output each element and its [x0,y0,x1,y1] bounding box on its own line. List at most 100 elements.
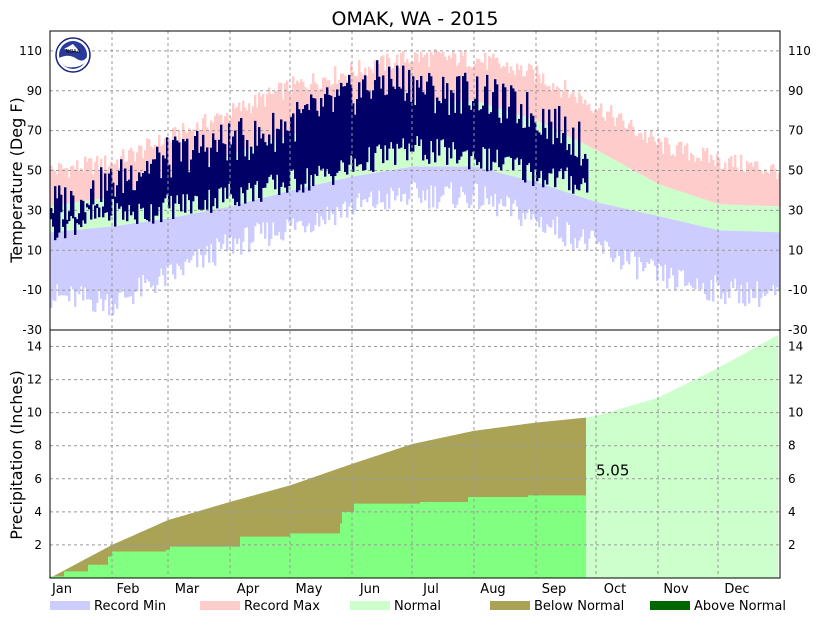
record-min-bar [766,231,769,294]
record-max-bar [418,62,421,101]
normal-bar [726,204,729,231]
daily-temperature-bar [474,98,477,160]
daily-temperature-bar [338,95,341,171]
daily-temperature-bar [534,122,537,170]
record-min-bar [242,203,245,242]
record-max-bar [122,149,125,194]
record-min-bar [540,183,543,217]
record-min-bar [510,175,513,217]
record-min-bar [88,228,91,300]
daily-temperature-bar [296,101,299,193]
daily-temperature-bar [58,185,61,233]
daily-temperature-bar [360,97,363,165]
daily-temperature-bar [436,97,439,140]
record-min-bar [370,173,373,192]
record-min-bar [270,195,273,239]
record-max-bar [422,57,425,101]
daily-temperature-bar [214,139,217,199]
record-max-bar [600,103,603,153]
daily-temperature-bar [204,151,207,200]
record-min-bar [296,189,299,223]
record-max-bar [286,80,289,136]
daily-temperature-bar [154,159,157,216]
record-max-bar [82,171,85,202]
normal-bar [670,188,673,220]
month-tick-label: Apr [237,582,260,597]
record-min-bar [488,170,491,205]
record-min-bar [514,176,517,200]
record-min-bar [62,231,65,296]
record-min-bar [72,230,75,290]
normal-bar [718,204,721,231]
daily-temperature-bar [114,196,117,227]
record-min-bar [164,218,167,287]
daily-temperature-bar [584,153,587,183]
record-min-bar [406,167,409,205]
record-min-bar [298,188,301,222]
normal-bar [606,156,609,205]
record-max-bar [360,72,363,117]
record-min-bar [142,222,145,275]
daily-temperature-bar [572,127,575,194]
record-min-bar [238,204,241,239]
month-tick-label: Feb [116,582,139,597]
daily-temperature-bar [314,98,317,175]
daily-temperature-bar [246,139,249,190]
record-max-bar [740,154,743,206]
daily-temperature-bar [108,173,111,221]
daily-temperature-bar [468,105,471,170]
normal-bar [774,206,777,233]
daily-temperature-bar [216,151,219,209]
record-max-bar [542,73,545,124]
normal-bar [106,197,109,227]
daily-temperature-bar [408,69,411,144]
precipitation-tick-label-right: 14 [788,340,803,354]
daily-temperature-bar [514,91,517,160]
daily-temperature-bar [374,80,377,154]
daily-temperature-bar [144,170,147,219]
daily-temperature-bar [494,79,497,163]
record-min-bar [92,228,95,312]
temperature-tick-label: -10 [22,283,42,297]
record-min-bar [460,166,463,187]
daily-temperature-bar [112,182,115,200]
record-min-bar [52,232,55,301]
month-tick-label: Dec [724,582,749,597]
record-max-bar [144,150,147,187]
record-max-bar [500,67,503,110]
record-min-bar [124,224,127,298]
record-min-bar [650,214,653,259]
daily-temperature-bar [370,98,373,171]
record-min-bar [144,221,147,284]
daily-temperature-bar [318,116,321,166]
record-min-bar [562,191,565,243]
record-min-bar [258,198,261,225]
record-max-bar [398,68,401,105]
record-min-bar [252,200,255,242]
record-min-bar [448,166,451,189]
noaa-logo-text: NOAA [66,49,81,55]
daily-temperature-bar [184,141,187,213]
record-max-bar [242,100,245,151]
daily-temperature-bar [244,156,247,204]
daily-temperature-bar [508,106,511,157]
record-max-bar [140,145,143,188]
record-max-bar [746,161,749,206]
daily-temperature-bar [100,167,103,203]
daily-temperature-bar [320,97,323,170]
record-min-bar [682,221,685,271]
temperature-tick-label-right: -10 [788,283,808,297]
record-min-bar [612,206,615,263]
record-min-bar [312,185,315,231]
daily-temperature-bar [254,120,257,185]
record-min-bar [426,166,429,190]
record-min-bar [78,229,81,295]
record-max-bar [208,130,211,164]
daily-temperature-bar [558,105,561,172]
precipitation-tick-label: 4 [34,505,42,519]
record-min-bar [330,181,333,212]
record-max-bar [50,165,53,207]
legend-swatch [650,601,690,610]
normal-bar [652,181,655,216]
daily-temperature-bar [312,97,315,187]
